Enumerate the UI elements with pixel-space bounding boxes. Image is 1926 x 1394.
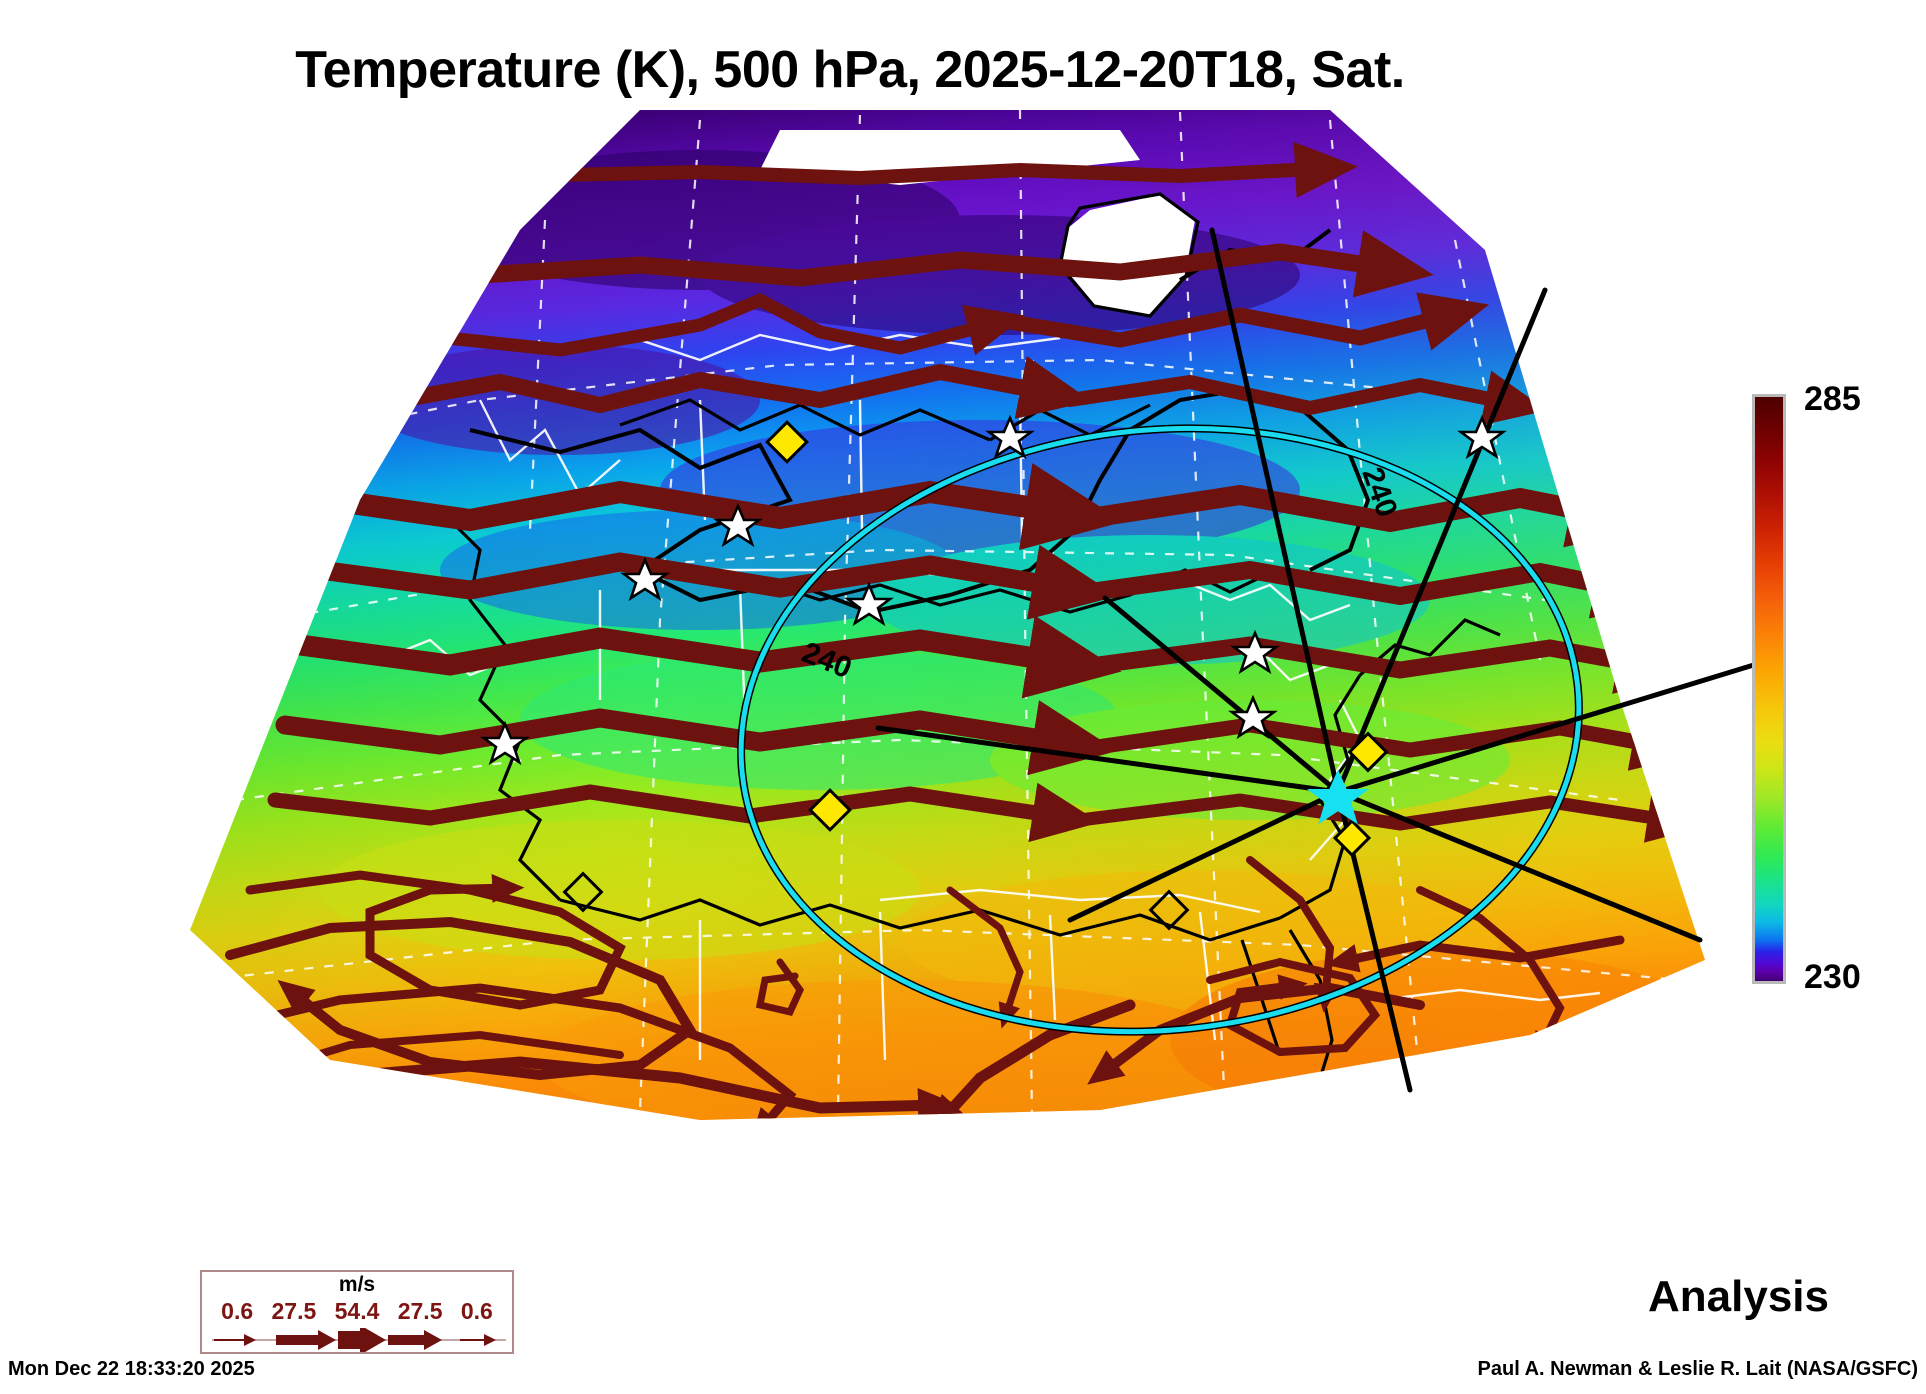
station-markers[interactable] — [480, 414, 1507, 931]
colorbar-max-label: 285 — [1804, 380, 1861, 418]
wind-legend-unit: m/s — [338, 1273, 376, 1296]
wind-legend-value-0: 0.6 — [221, 1298, 254, 1324]
page-title: Temperature (K), 500 hPa, 2025-12-20T18,… — [295, 41, 1405, 99]
temperature-map[interactable]: 240 240 — [0, 100, 1760, 1180]
wind-legend-values: 0.6 27.5 54.4 27.5 0.6 — [202, 1298, 512, 1325]
graticule — [204, 110, 1681, 1116]
timestamp-footer: Mon Dec 22 18:33:20 2025 — [8, 1358, 255, 1380]
range-ring — [737, 424, 1583, 1036]
wind-legend-value-1: 27.5 — [271, 1298, 317, 1324]
wind-speed-legend: m/s 0.6 27.5 54.4 27.5 0.6 — [200, 1270, 514, 1354]
wind-legend-value-3: 27.5 — [397, 1298, 443, 1324]
yellow-diamond-marker[interactable] — [765, 420, 1389, 858]
center-star-icon[interactable] — [1307, 769, 1369, 825]
wind-legend-value-4: 0.6 — [460, 1298, 493, 1324]
open-diamond-marker[interactable] — [562, 871, 1190, 931]
white-star-marker[interactable] — [480, 414, 1507, 766]
colorbar[interactable]: 285 230 — [1740, 380, 1926, 1000]
credit-footer: Paul A. Newman & Leslie R. Lait (NASA/GS… — [1477, 1358, 1918, 1380]
colorbar-gradient — [1755, 397, 1783, 981]
colorbar-min-label: 230 — [1804, 958, 1861, 996]
coastline — [443, 192, 1501, 1086]
colorbar-frame — [1752, 394, 1786, 984]
track-lines — [875, 227, 1760, 1093]
wind-legend-arrows — [212, 1328, 506, 1352]
wind-legend-value-2: 54.4 — [334, 1298, 380, 1324]
analysis-label: Analysis — [1648, 1272, 1829, 1321]
